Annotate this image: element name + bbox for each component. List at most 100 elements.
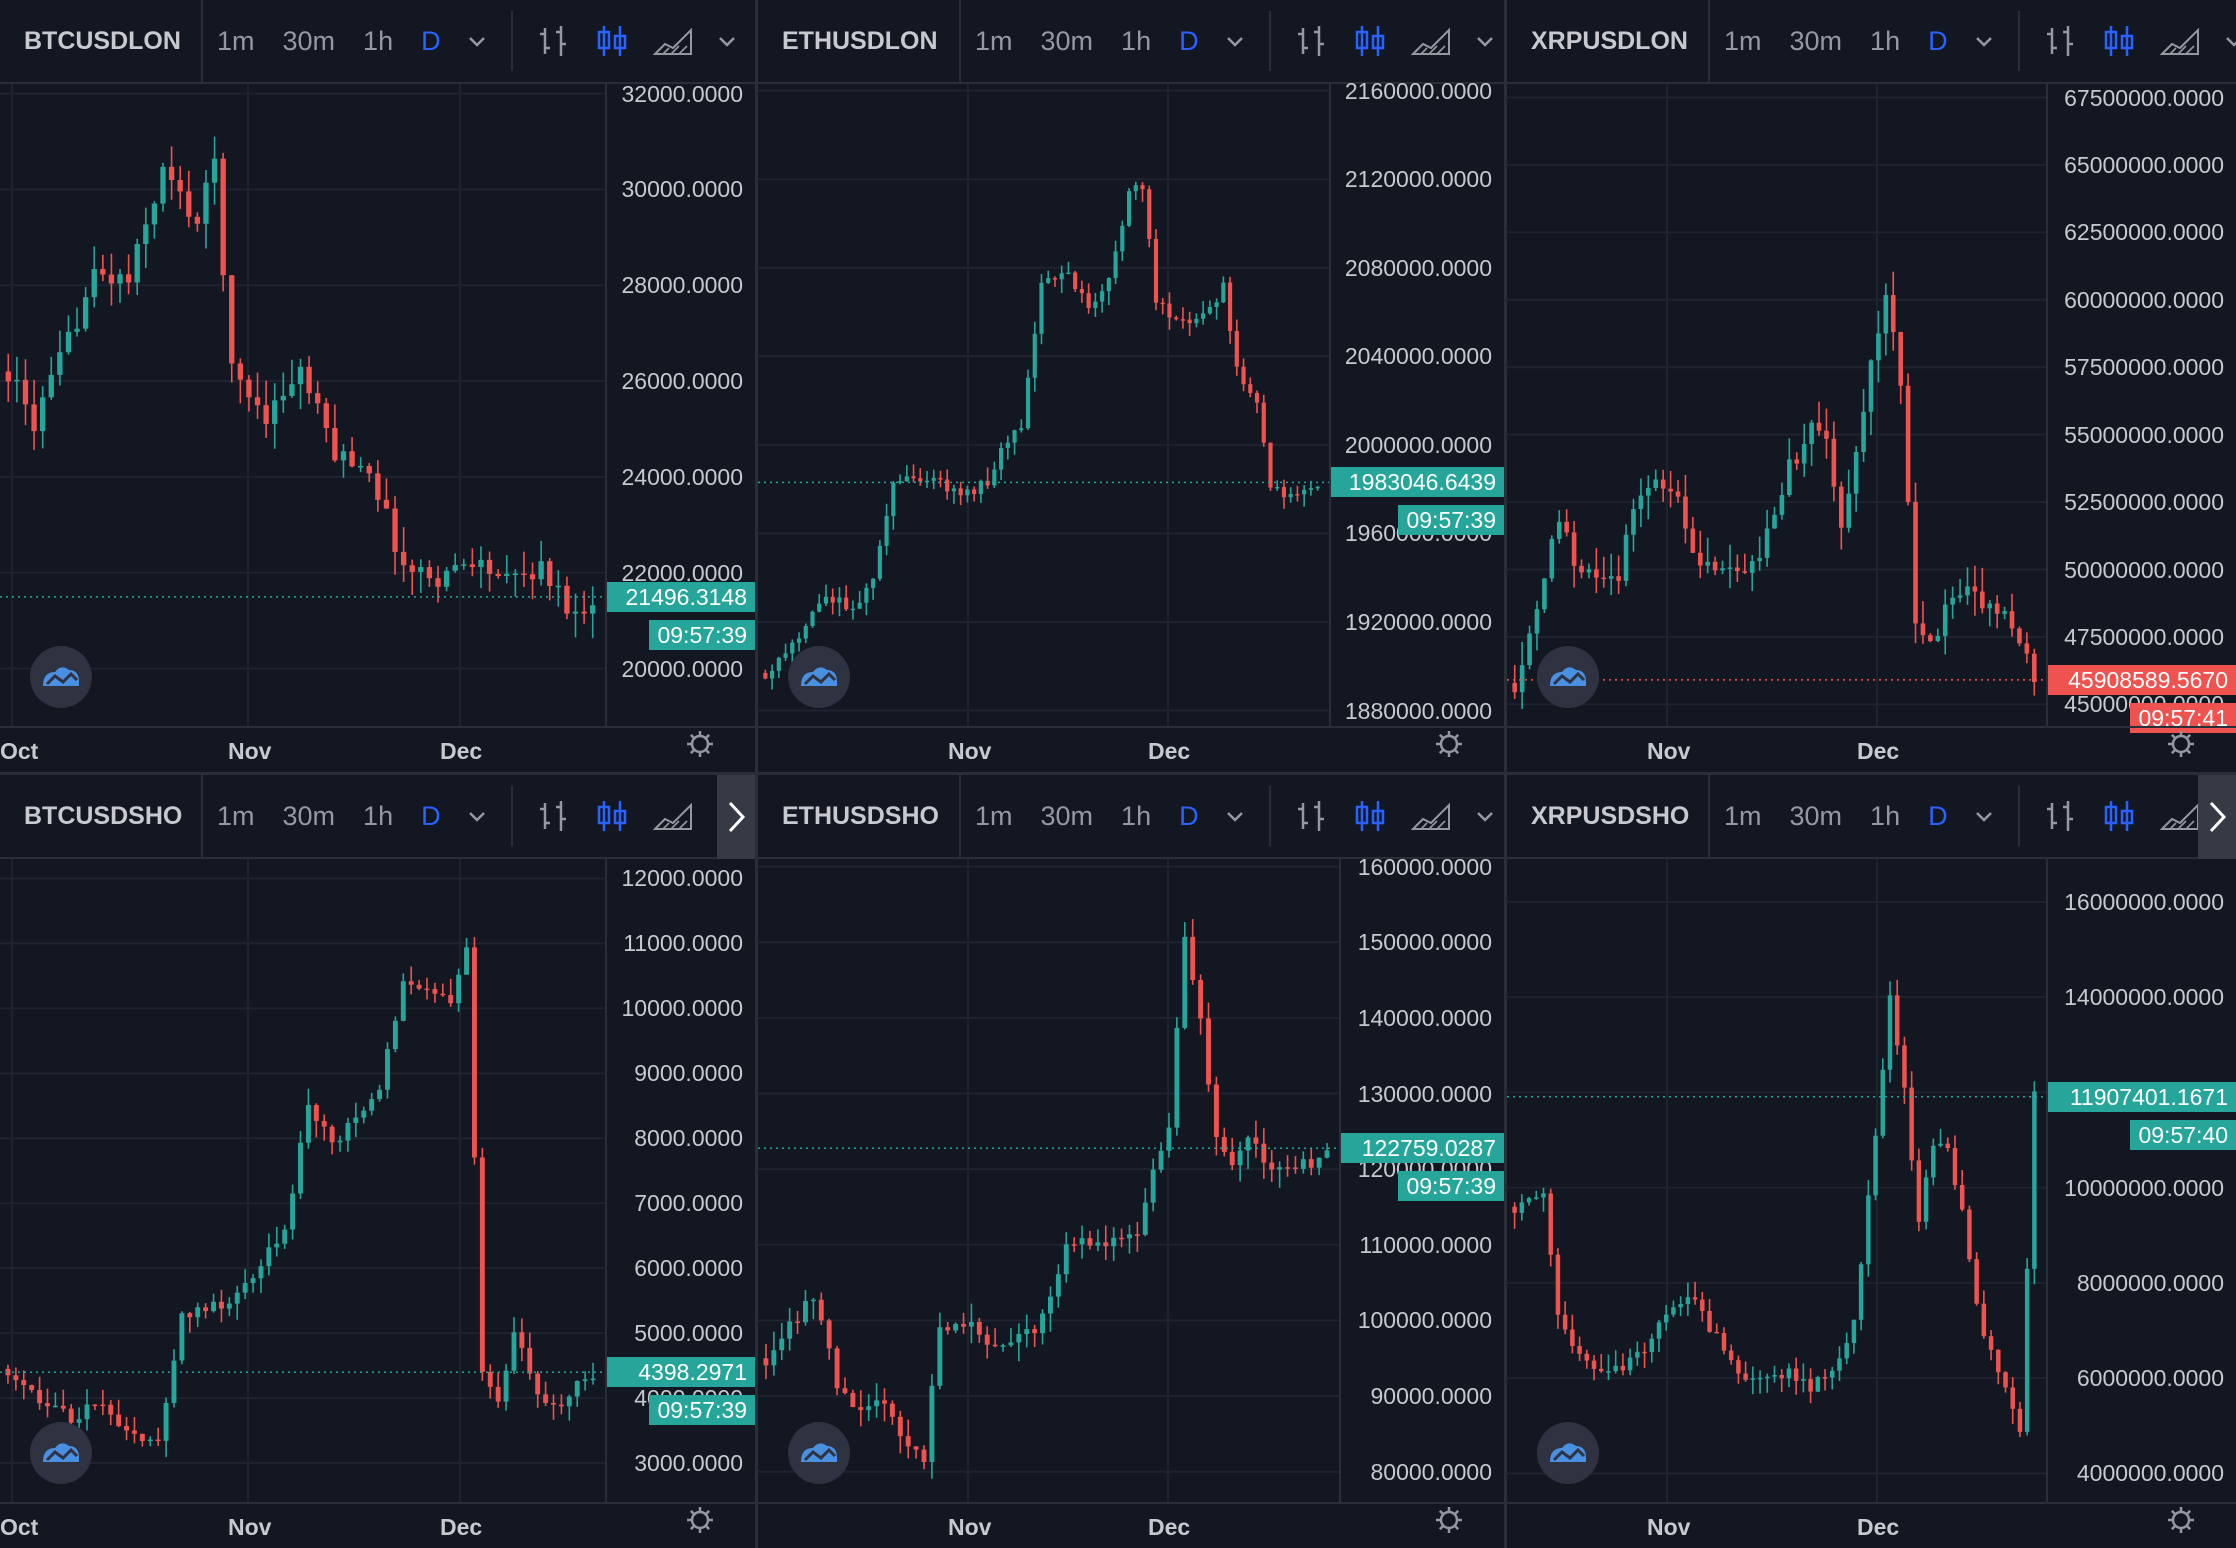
interval-button-1h[interactable]: 1h	[1870, 25, 1901, 56]
candlestick-plot[interactable]	[1507, 84, 2046, 726]
candle	[1675, 480, 1681, 503]
candle-style-icon[interactable]	[595, 799, 629, 833]
time-axis[interactable]: Nov Dec	[758, 726, 1504, 772]
time-axis[interactable]: Oct Nov Dec	[0, 1502, 755, 1548]
interval-dropdown-chevron-icon[interactable]	[467, 806, 487, 826]
bar-style-icon[interactable]	[1295, 799, 1329, 833]
settings-gear-icon[interactable]	[685, 1505, 715, 1540]
candle	[416, 979, 422, 991]
chart-type-chevron-icon[interactable]	[1475, 31, 1495, 51]
symbol-name[interactable]: BTCUSDLON	[0, 0, 203, 82]
candle	[787, 1308, 793, 1351]
candlestick-plot[interactable]	[0, 859, 605, 1502]
interval-dropdown-chevron-icon[interactable]	[1225, 806, 1245, 826]
scroll-right-arrow-icon[interactable]	[2198, 775, 2236, 859]
bar-style-icon[interactable]	[1295, 24, 1329, 58]
price-tick-label: 2040000.0000	[1344, 343, 1492, 370]
candle	[171, 1349, 177, 1408]
indicators-icon[interactable]	[652, 24, 693, 58]
price-tick-label: 4000000.0000	[2076, 1460, 2224, 1487]
interval-button-1m[interactable]: 1m	[975, 800, 1013, 831]
time-axis[interactable]: Nov Dec	[1507, 726, 2236, 772]
candle	[1890, 271, 1896, 351]
interval-dropdown-chevron-icon[interactable]	[1225, 31, 1245, 51]
interval-button-d[interactable]: D	[1179, 800, 1199, 831]
symbol-name[interactable]: XRPUSDLON	[1507, 0, 1710, 82]
scroll-right-arrow-icon[interactable]	[717, 775, 755, 859]
candle	[1158, 1142, 1164, 1173]
candle	[1008, 1328, 1014, 1348]
interval-button-d[interactable]: D	[1928, 800, 1948, 831]
bar-style-icon[interactable]	[537, 799, 571, 833]
interval-button-d[interactable]: D	[1179, 25, 1199, 56]
interval-button-30m[interactable]: 30m	[1789, 25, 1843, 56]
symbol-name[interactable]: ETHUSDSHO	[758, 775, 961, 857]
candle-style-icon[interactable]	[595, 24, 629, 58]
settings-gear-icon[interactable]	[2166, 1505, 2196, 1540]
candle-style-icon[interactable]	[1353, 799, 1387, 833]
candlestick-plot[interactable]	[1507, 859, 2046, 1502]
price-axis[interactable]: 67500000.0000 65000000.0000 62500000.0000 6…	[2046, 84, 2236, 733]
candle	[968, 1303, 974, 1344]
interval-button-1m[interactable]: 1m	[217, 800, 255, 831]
candle-style-icon[interactable]	[2102, 799, 2136, 833]
indicators-icon[interactable]	[652, 799, 693, 833]
interval-button-30m[interactable]: 30m	[282, 25, 336, 56]
tradingview-logo-icon	[788, 646, 850, 708]
candle	[1787, 438, 1792, 497]
indicators-icon[interactable]	[1410, 799, 1451, 833]
interval-button-30m[interactable]: 30m	[1040, 25, 1094, 56]
price-axis[interactable]: 32000.0000 30000.0000 28000.0000 26000.0000…	[605, 81, 755, 726]
interval-button-1m[interactable]: 1m	[975, 25, 1013, 56]
candle	[1844, 1332, 1849, 1365]
interval-button-30m[interactable]: 30m	[282, 800, 336, 831]
interval-button-1h[interactable]: 1h	[363, 25, 394, 56]
symbol-name[interactable]: ETHUSDLON	[758, 0, 961, 82]
interval-dropdown-chevron-icon[interactable]	[1974, 806, 1994, 826]
tradingview-logo-icon	[1537, 646, 1599, 708]
interval-button-1h[interactable]: 1h	[1121, 25, 1152, 56]
chart-type-chevron-icon[interactable]	[717, 31, 737, 51]
chart-type-chevron-icon[interactable]	[2224, 31, 2236, 51]
chart-toolbar: ETHUSDSHO 1m 30m 1h D	[758, 775, 1504, 859]
time-axis[interactable]: Nov Dec	[1507, 1502, 2236, 1548]
price-axis[interactable]: 12000.0000 11000.0000 10000.0000 9000.0000 8…	[605, 859, 755, 1502]
interval-button-1m[interactable]: 1m	[1724, 800, 1762, 831]
chart-type-chevron-icon[interactable]	[1475, 806, 1495, 826]
settings-gear-icon[interactable]	[2166, 729, 2196, 764]
bar-style-icon[interactable]	[537, 24, 571, 58]
interval-dropdown-chevron-icon[interactable]	[467, 31, 487, 51]
interval-button-d[interactable]: D	[421, 25, 441, 56]
candle-style-icon[interactable]	[2102, 24, 2136, 58]
indicators-icon[interactable]	[1410, 24, 1451, 58]
interval-button-1m[interactable]: 1m	[1724, 25, 1762, 56]
candlestick-plot[interactable]	[0, 84, 605, 726]
interval-button-30m[interactable]: 30m	[1789, 800, 1843, 831]
candlestick-plot[interactable]	[758, 84, 1329, 726]
symbol-name[interactable]: BTCUSDSHO	[0, 775, 203, 857]
bar-style-icon[interactable]	[2044, 24, 2078, 58]
bar-style-icon[interactable]	[2044, 799, 2078, 833]
settings-gear-icon[interactable]	[685, 729, 715, 764]
price-axis[interactable]: 160000.0000 150000.0000 140000.0000 130000.…	[1339, 854, 1504, 1502]
settings-gear-icon[interactable]	[1434, 729, 1464, 764]
interval-button-1h[interactable]: 1h	[1121, 800, 1152, 831]
candlestick-plot[interactable]	[758, 859, 1339, 1502]
indicators-icon[interactable]	[2159, 24, 2200, 58]
interval-button-d[interactable]: D	[1928, 25, 1948, 56]
time-axis[interactable]: Nov Dec	[758, 1502, 1504, 1548]
interval-button-30m[interactable]: 30m	[1040, 800, 1094, 831]
settings-gear-icon[interactable]	[1434, 1505, 1464, 1540]
symbol-name[interactable]: XRPUSDSHO	[1507, 775, 1710, 857]
interval-dropdown-chevron-icon[interactable]	[1974, 31, 1994, 51]
candle-style-icon[interactable]	[1353, 24, 1387, 58]
time-axis[interactable]: Oct Nov Dec	[0, 726, 755, 772]
indicators-icon[interactable]	[2159, 799, 2200, 833]
interval-button-1h[interactable]: 1h	[1870, 800, 1901, 831]
interval-button-d[interactable]: D	[421, 800, 441, 831]
price-axis[interactable]: 16000000.000014000000.000012000000.00001…	[2046, 859, 2236, 1502]
interval-button-1h[interactable]: 1h	[363, 800, 394, 831]
interval-button-1m[interactable]: 1m	[217, 25, 255, 56]
price-axis[interactable]: 2160000.0000 2120000.0000 2080000.0000 2040…	[1329, 78, 1504, 726]
candle	[992, 1328, 998, 1348]
